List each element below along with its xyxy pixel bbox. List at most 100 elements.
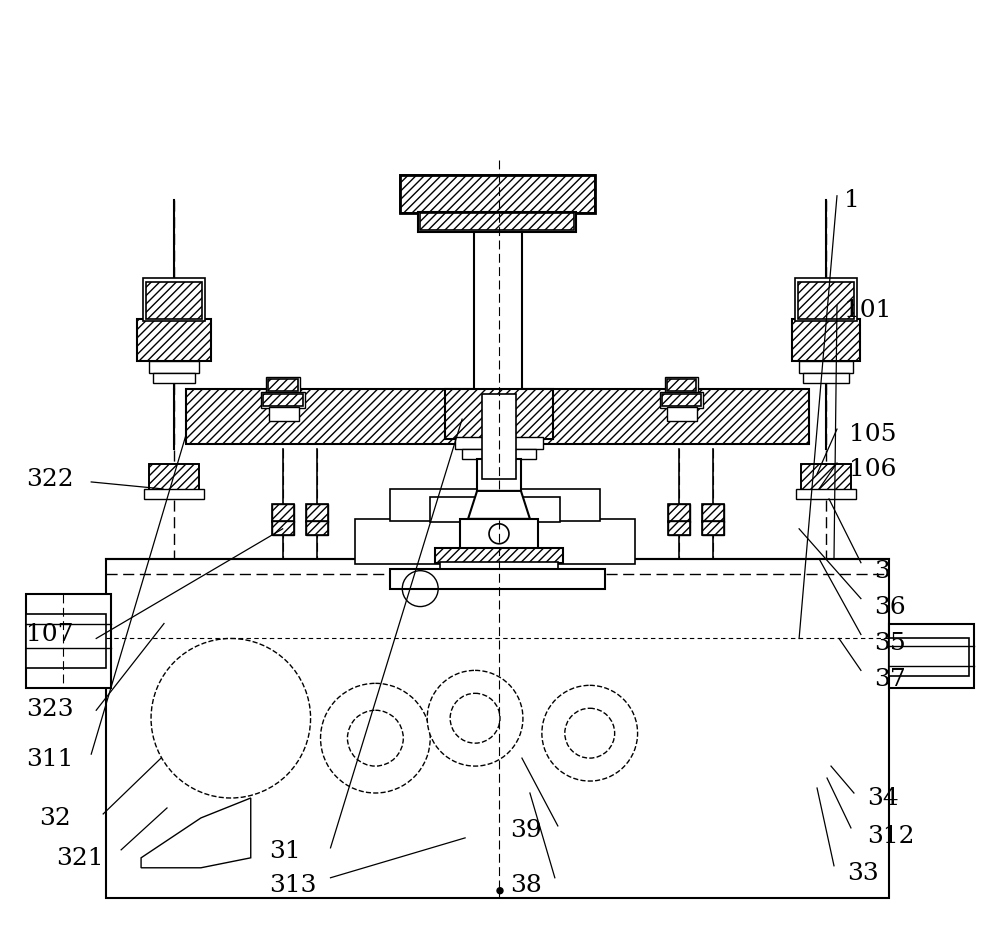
Bar [400, 175, 595, 213]
Text: 323: 323 [26, 697, 74, 720]
Bar [390, 489, 600, 522]
Bar [462, 449, 536, 459]
Bar [306, 504, 328, 522]
Text: 31: 31 [269, 840, 300, 862]
Bar [668, 504, 690, 522]
Bar [186, 390, 809, 445]
Bar [667, 407, 697, 421]
Text: 311: 311 [26, 747, 74, 770]
Bar [272, 522, 294, 535]
Text: 37: 37 [874, 667, 906, 690]
Bar [26, 594, 111, 689]
Bar [435, 548, 563, 563]
Bar [667, 380, 696, 392]
Bar [702, 522, 724, 535]
Bar [355, 520, 635, 564]
Bar [668, 522, 690, 535]
Text: 3: 3 [874, 560, 890, 583]
Bar [106, 559, 889, 897]
Bar [702, 522, 724, 535]
Text: 36: 36 [874, 596, 906, 618]
Text: 32: 32 [39, 806, 71, 830]
Text: 39: 39 [510, 818, 542, 842]
Bar [146, 282, 202, 320]
Bar [440, 562, 558, 572]
Text: 33: 33 [847, 861, 879, 884]
Bar [268, 380, 298, 392]
Bar [430, 497, 560, 522]
Bar [261, 393, 305, 408]
Circle shape [565, 708, 615, 758]
Text: 105: 105 [849, 422, 896, 445]
Bar [792, 320, 860, 362]
Bar [482, 394, 516, 480]
Circle shape [347, 711, 403, 767]
Bar [702, 504, 724, 522]
Bar [445, 390, 553, 440]
Bar [390, 569, 605, 589]
Text: 34: 34 [867, 787, 899, 809]
Bar [662, 394, 701, 406]
Bar [477, 459, 521, 492]
Bar [272, 504, 294, 522]
Text: 106: 106 [849, 458, 896, 481]
Circle shape [151, 638, 311, 798]
Bar [803, 374, 849, 384]
Text: 321: 321 [56, 846, 104, 870]
Bar [889, 624, 974, 689]
Text: 312: 312 [867, 824, 914, 847]
Bar [149, 465, 199, 493]
Bar [445, 390, 553, 440]
Bar [460, 520, 538, 549]
Text: 313: 313 [269, 873, 316, 896]
Bar [420, 213, 574, 230]
Text: 101: 101 [844, 299, 891, 322]
Bar [306, 522, 328, 535]
Text: 1: 1 [844, 189, 860, 213]
Bar [795, 278, 857, 322]
Bar [796, 489, 856, 499]
Bar [186, 390, 809, 445]
Bar [144, 489, 204, 499]
Bar [306, 504, 328, 522]
Bar [668, 522, 690, 535]
Circle shape [489, 524, 509, 544]
Bar [26, 614, 106, 669]
Polygon shape [141, 798, 251, 868]
Bar [137, 320, 211, 362]
Bar [269, 407, 299, 421]
Bar [702, 504, 724, 522]
Circle shape [542, 686, 638, 781]
Bar [792, 320, 860, 362]
Text: 38: 38 [510, 873, 542, 896]
Bar [272, 504, 294, 522]
Bar [455, 438, 543, 449]
Bar [143, 278, 205, 322]
Bar [799, 362, 853, 374]
Text: 322: 322 [26, 468, 74, 491]
Bar [137, 320, 211, 362]
Bar [149, 362, 199, 374]
Circle shape [450, 693, 500, 743]
Circle shape [321, 684, 430, 793]
Bar [801, 465, 851, 493]
Circle shape [427, 671, 523, 767]
Bar [660, 393, 703, 408]
Bar [668, 504, 690, 522]
Bar [400, 175, 595, 213]
Text: 35: 35 [874, 631, 906, 654]
Bar [306, 522, 328, 535]
Bar [474, 232, 522, 397]
Bar [665, 378, 698, 393]
Bar [263, 394, 303, 406]
Bar [149, 465, 199, 493]
Polygon shape [468, 492, 530, 520]
Text: 107: 107 [26, 623, 74, 645]
Bar [272, 522, 294, 535]
Bar [435, 548, 563, 563]
Bar [798, 282, 854, 320]
Bar [153, 374, 195, 384]
Circle shape [497, 888, 503, 894]
Circle shape [475, 580, 481, 586]
Bar [418, 213, 576, 232]
